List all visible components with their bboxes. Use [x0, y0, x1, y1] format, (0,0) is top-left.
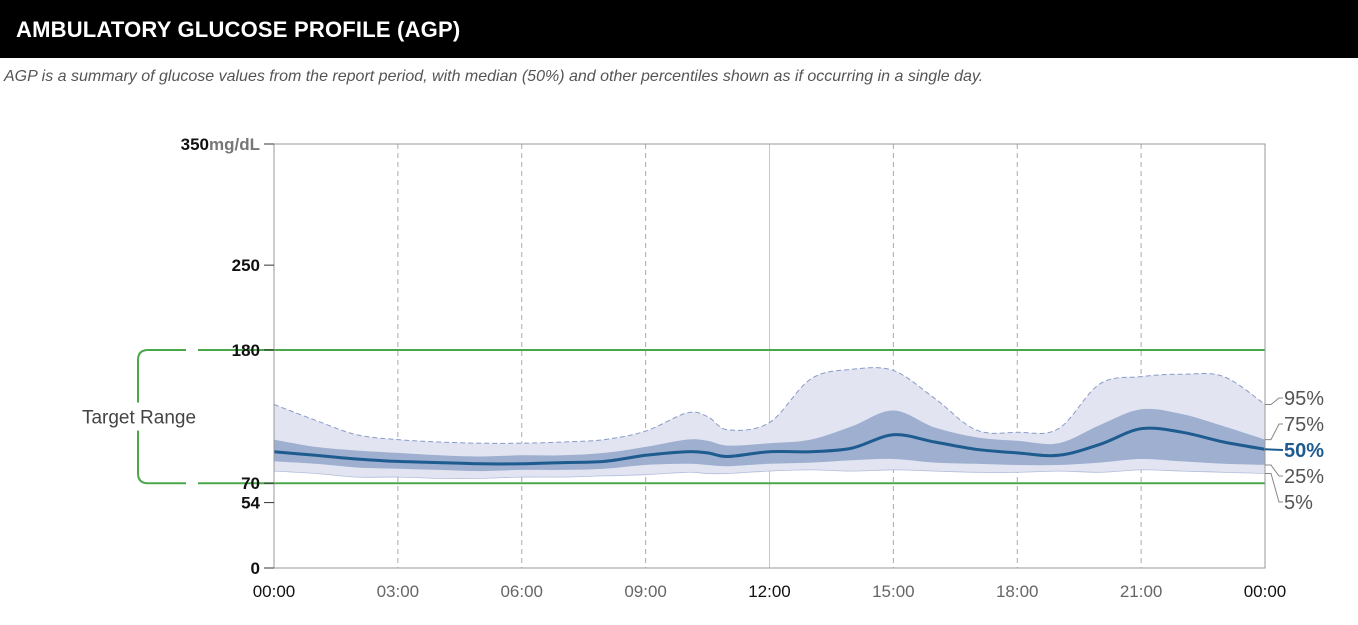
y-tick-label: 0	[251, 559, 260, 578]
y-tick-label: 250	[232, 256, 260, 275]
x-tick-label: 21:00	[1120, 582, 1163, 601]
legend-leader-5%	[1265, 473, 1283, 503]
legend-leader-50%	[1264, 448, 1284, 451]
plot-frame	[273, 143, 1266, 569]
x-tick-label: 06:00	[500, 582, 543, 601]
y-tick-label: 54	[241, 494, 260, 513]
legend-label-95%: 95%	[1284, 388, 1324, 410]
legend-leader-95%	[1265, 397, 1283, 405]
legend-label-5%: 5%	[1284, 492, 1313, 514]
x-tick-label: 03:00	[377, 582, 420, 601]
line-95-outline	[273, 367, 1266, 444]
legend-label-25%: 25%	[1284, 466, 1324, 488]
band-25-75	[274, 408, 1265, 472]
target-range-label: Target Range	[82, 408, 196, 429]
legend-leader-75%	[1265, 423, 1283, 441]
x-tick-label: 09:00	[624, 582, 667, 601]
header-bar	[0, 0, 1358, 58]
x-tick-label: 18:00	[996, 582, 1039, 601]
line-5-outline	[273, 469, 1266, 479]
page-title: AMBULATORY GLUCOSE PROFILE (AGP)	[16, 17, 461, 42]
y-tick-label: 350mg/dL	[181, 135, 260, 154]
legend-label-50%: 50%	[1284, 440, 1324, 462]
x-tick-label: 15:00	[872, 582, 915, 601]
target-range-label-bg	[70, 402, 210, 431]
y-tick-label: 70	[241, 474, 260, 493]
legend-leader-25%	[1265, 464, 1283, 477]
y-tick-label: 180	[232, 341, 260, 360]
page-subtitle: AGP is a summary of glucose values from …	[4, 68, 984, 85]
median-line	[273, 426, 1266, 466]
x-tick-label: 00:00	[253, 582, 296, 601]
x-tick-label: 12:00	[748, 582, 791, 601]
x-tick-label: 00:00	[1244, 582, 1287, 601]
legend-label-75%: 75%	[1284, 414, 1324, 436]
